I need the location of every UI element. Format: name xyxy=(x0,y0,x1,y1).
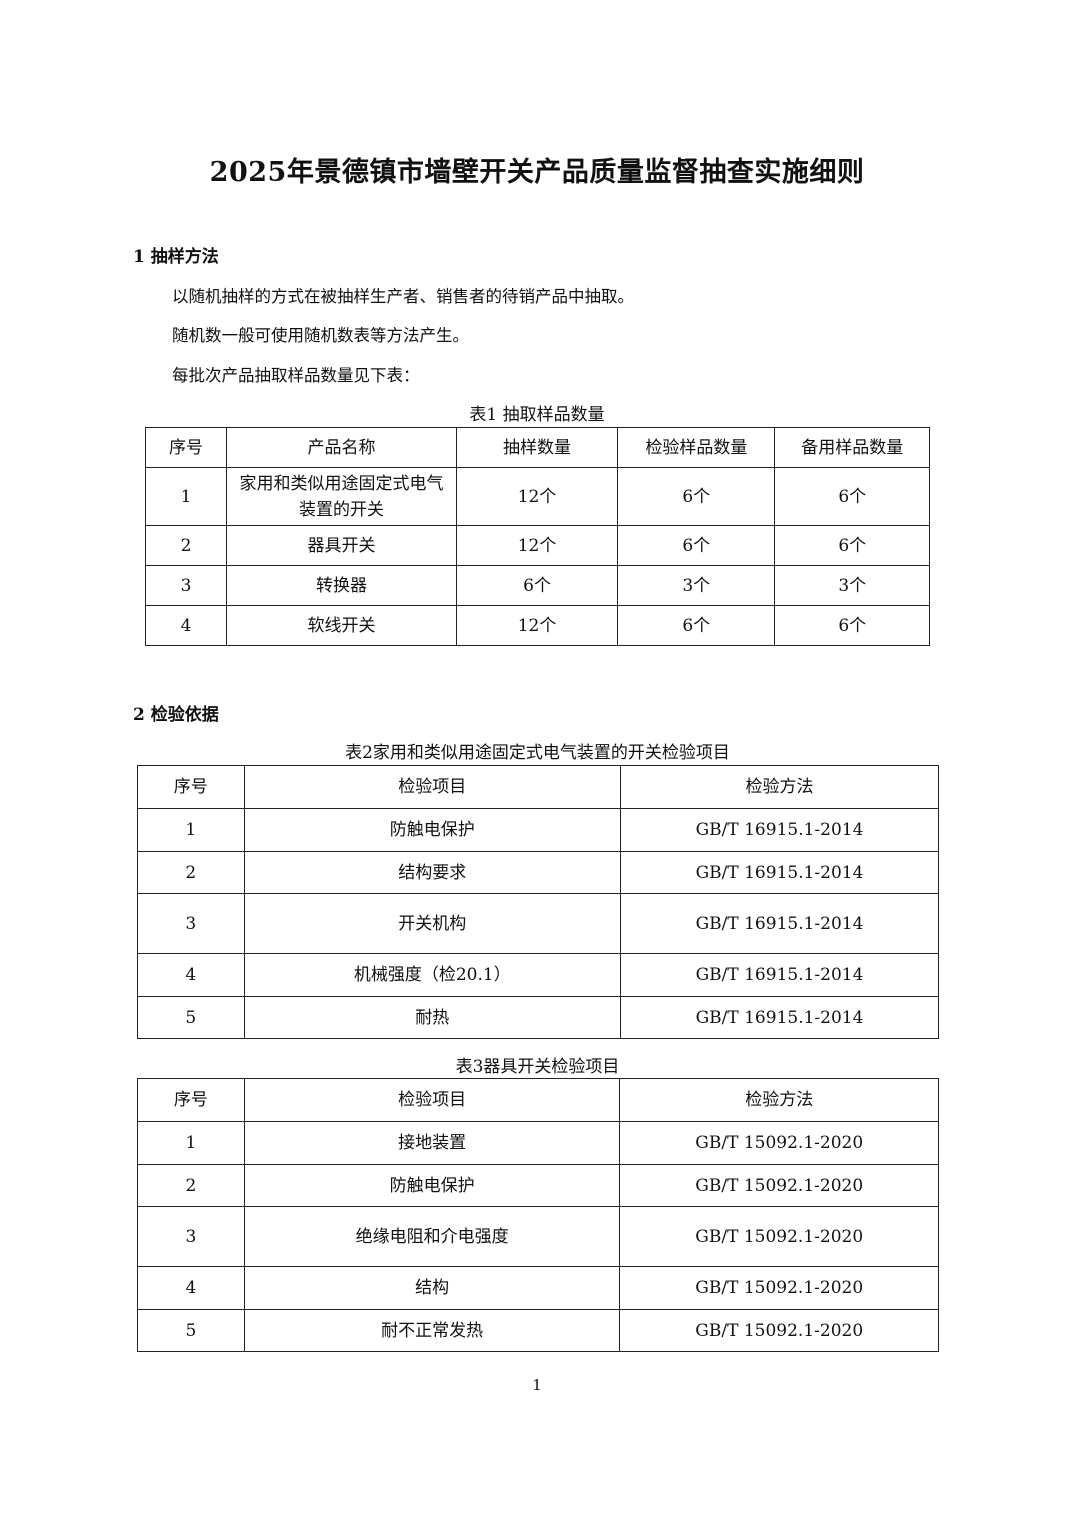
table-cell: 3 xyxy=(137,1206,245,1267)
table-cell: GB/T 16915.1-2014 xyxy=(620,893,939,954)
table-cell: 器具开关 xyxy=(226,525,457,566)
column-header: 检验项目 xyxy=(243,765,622,809)
table-cell: GB/T 15092.1-2020 xyxy=(619,1206,939,1267)
fixed-switch-inspection-table: 序号 检验项目 检验方法 1 防触电保护 GB/T 16915.1-2014 2 结构要求 GB… xyxy=(137,765,939,1039)
sample-quantity-table: 序号 产品名称 抽样数量 检验样品数量 备用样品数量 1 家用和类似用途固定式电气装置的开关… xyxy=(144,427,930,646)
column-header: 备用样品数量 xyxy=(774,427,930,468)
table-1-caption: 表1 抽取样品数量 xyxy=(469,405,605,425)
table-cell: 耐不正常发热 xyxy=(243,1309,621,1352)
section-2-heading: 2 检验依据 xyxy=(133,705,219,725)
table-row: 3 绝缘电阻和介电强度 GB/T 15092.1-2020 xyxy=(137,1206,939,1267)
table-row: 2 防触电保护 GB/T 15092.1-2020 xyxy=(137,1164,939,1207)
table-cell: GB/T 16915.1-2014 xyxy=(620,851,939,894)
table-cell: 接地装置 xyxy=(243,1121,621,1165)
table-row: 4 机械强度（检20.1） GB/T 16915.1-2014 xyxy=(137,953,939,997)
table-header-row: 序号 产品名称 抽样数量 检验样品数量 备用样品数量 xyxy=(144,427,930,468)
table-cell: 2 xyxy=(137,1164,245,1207)
table-cell: 3 xyxy=(137,893,245,954)
table-row: 1 接地装置 GB/T 15092.1-2020 xyxy=(137,1121,939,1165)
column-header: 检验方法 xyxy=(619,1078,939,1122)
table-header-row: 序号 检验项目 检验方法 xyxy=(137,765,939,809)
table-cell: 5 xyxy=(137,1309,245,1352)
table-cell: 6个 xyxy=(617,467,776,526)
table-row: 1 家用和类似用途固定式电气装置的开关 12个 6个 6个 xyxy=(144,467,930,526)
table-cell: 1 xyxy=(137,808,245,852)
appliance-switch-inspection-table: 序号 检验项目 检验方法 1 接地装置 GB/T 15092.1-2020 2 防触电保护 GB… xyxy=(137,1078,939,1352)
table-cell: 4 xyxy=(137,1266,245,1310)
table-cell: 3个 xyxy=(774,565,930,606)
column-header: 序号 xyxy=(144,427,228,468)
table-cell: 2 xyxy=(137,851,245,894)
section-1-heading: 1 抽样方法 xyxy=(133,247,219,267)
column-header: 产品名称 xyxy=(226,427,457,468)
page-number: 1 xyxy=(532,1376,542,1394)
table-cell: 1 xyxy=(137,1121,245,1165)
table-header-row: 序号 检验项目 检验方法 xyxy=(137,1078,939,1122)
table-cell: 耐热 xyxy=(243,996,622,1039)
table-row: 1 防触电保护 GB/T 16915.1-2014 xyxy=(137,808,939,852)
table-cell: 3 xyxy=(144,565,228,606)
table-cell: 家用和类似用途固定式电气装置的开关 xyxy=(226,467,457,526)
table-row: 4 结构 GB/T 15092.1-2020 xyxy=(137,1266,939,1310)
table-cell: 5 xyxy=(137,996,245,1039)
table-cell: GB/T 15092.1-2020 xyxy=(619,1309,939,1352)
paragraph: 每批次产品抽取样品数量见下表： xyxy=(172,366,420,385)
table-cell: 软线开关 xyxy=(226,605,457,646)
table-cell: 防触电保护 xyxy=(243,1164,621,1207)
table-cell: 6个 xyxy=(617,605,776,646)
document-title: 2025年景德镇市墙壁开关产品质量监督抽查实施细则 xyxy=(209,157,865,188)
table-cell: GB/T 16915.1-2014 xyxy=(620,808,939,852)
table-cell: 6个 xyxy=(617,525,776,566)
table-cell: 6个 xyxy=(774,525,930,566)
table-cell: GB/T 16915.1-2014 xyxy=(620,953,939,997)
column-header: 序号 xyxy=(137,765,245,809)
table-row: 2 器具开关 12个 6个 6个 xyxy=(144,525,930,566)
table-cell: 转换器 xyxy=(226,565,457,606)
table-3-caption: 表3器具开关检验项目 xyxy=(455,1057,620,1077)
table-row: 3 开关机构 GB/T 16915.1-2014 xyxy=(137,893,939,954)
column-header: 抽样数量 xyxy=(455,427,619,468)
table-cell: 6个 xyxy=(455,565,619,606)
column-header: 检验项目 xyxy=(243,1078,621,1122)
table-cell: 12个 xyxy=(455,605,619,646)
paragraph: 以随机抽样的方式在被抽样生产者、销售者的待销产品中抽取。 xyxy=(172,287,634,306)
table-cell: 12个 xyxy=(455,467,619,526)
table-cell: 4 xyxy=(137,953,245,997)
table-row: 4 软线开关 12个 6个 6个 xyxy=(144,605,930,646)
table-row: 5 耐不正常发热 GB/T 15092.1-2020 xyxy=(137,1309,939,1352)
table-cell: 机械强度（检20.1） xyxy=(243,953,622,997)
table-cell: 2 xyxy=(144,525,228,566)
table-cell: 12个 xyxy=(455,525,619,566)
table-row: 2 结构要求 GB/T 16915.1-2014 xyxy=(137,851,939,894)
table-cell: GB/T 15092.1-2020 xyxy=(619,1121,939,1165)
table-cell: 开关机构 xyxy=(243,893,622,954)
table-cell: GB/T 16915.1-2014 xyxy=(620,996,939,1039)
table-cell: 绝缘电阻和介电强度 xyxy=(243,1206,621,1267)
column-header: 检验方法 xyxy=(620,765,939,809)
table-cell: 1 xyxy=(144,467,228,526)
table-cell: 6个 xyxy=(774,605,930,646)
table-row: 3 转换器 6个 3个 3个 xyxy=(144,565,930,606)
column-header: 检验样品数量 xyxy=(617,427,776,468)
table-row: 5 耐热 GB/T 16915.1-2014 xyxy=(137,996,939,1039)
column-header: 序号 xyxy=(137,1078,245,1122)
table-2-caption: 表2家用和类似用途固定式电气装置的开关检验项目 xyxy=(345,743,730,763)
paragraph: 随机数一般可使用随机数表等方法产生。 xyxy=(172,326,469,345)
table-cell: 3个 xyxy=(617,565,776,606)
table-cell: 防触电保护 xyxy=(243,808,622,852)
table-cell: GB/T 15092.1-2020 xyxy=(619,1164,939,1207)
table-cell: 结构要求 xyxy=(243,851,622,894)
table-cell: 4 xyxy=(144,605,228,646)
table-cell: 6个 xyxy=(774,467,930,526)
table-cell: GB/T 15092.1-2020 xyxy=(619,1266,939,1310)
table-cell: 结构 xyxy=(243,1266,621,1310)
